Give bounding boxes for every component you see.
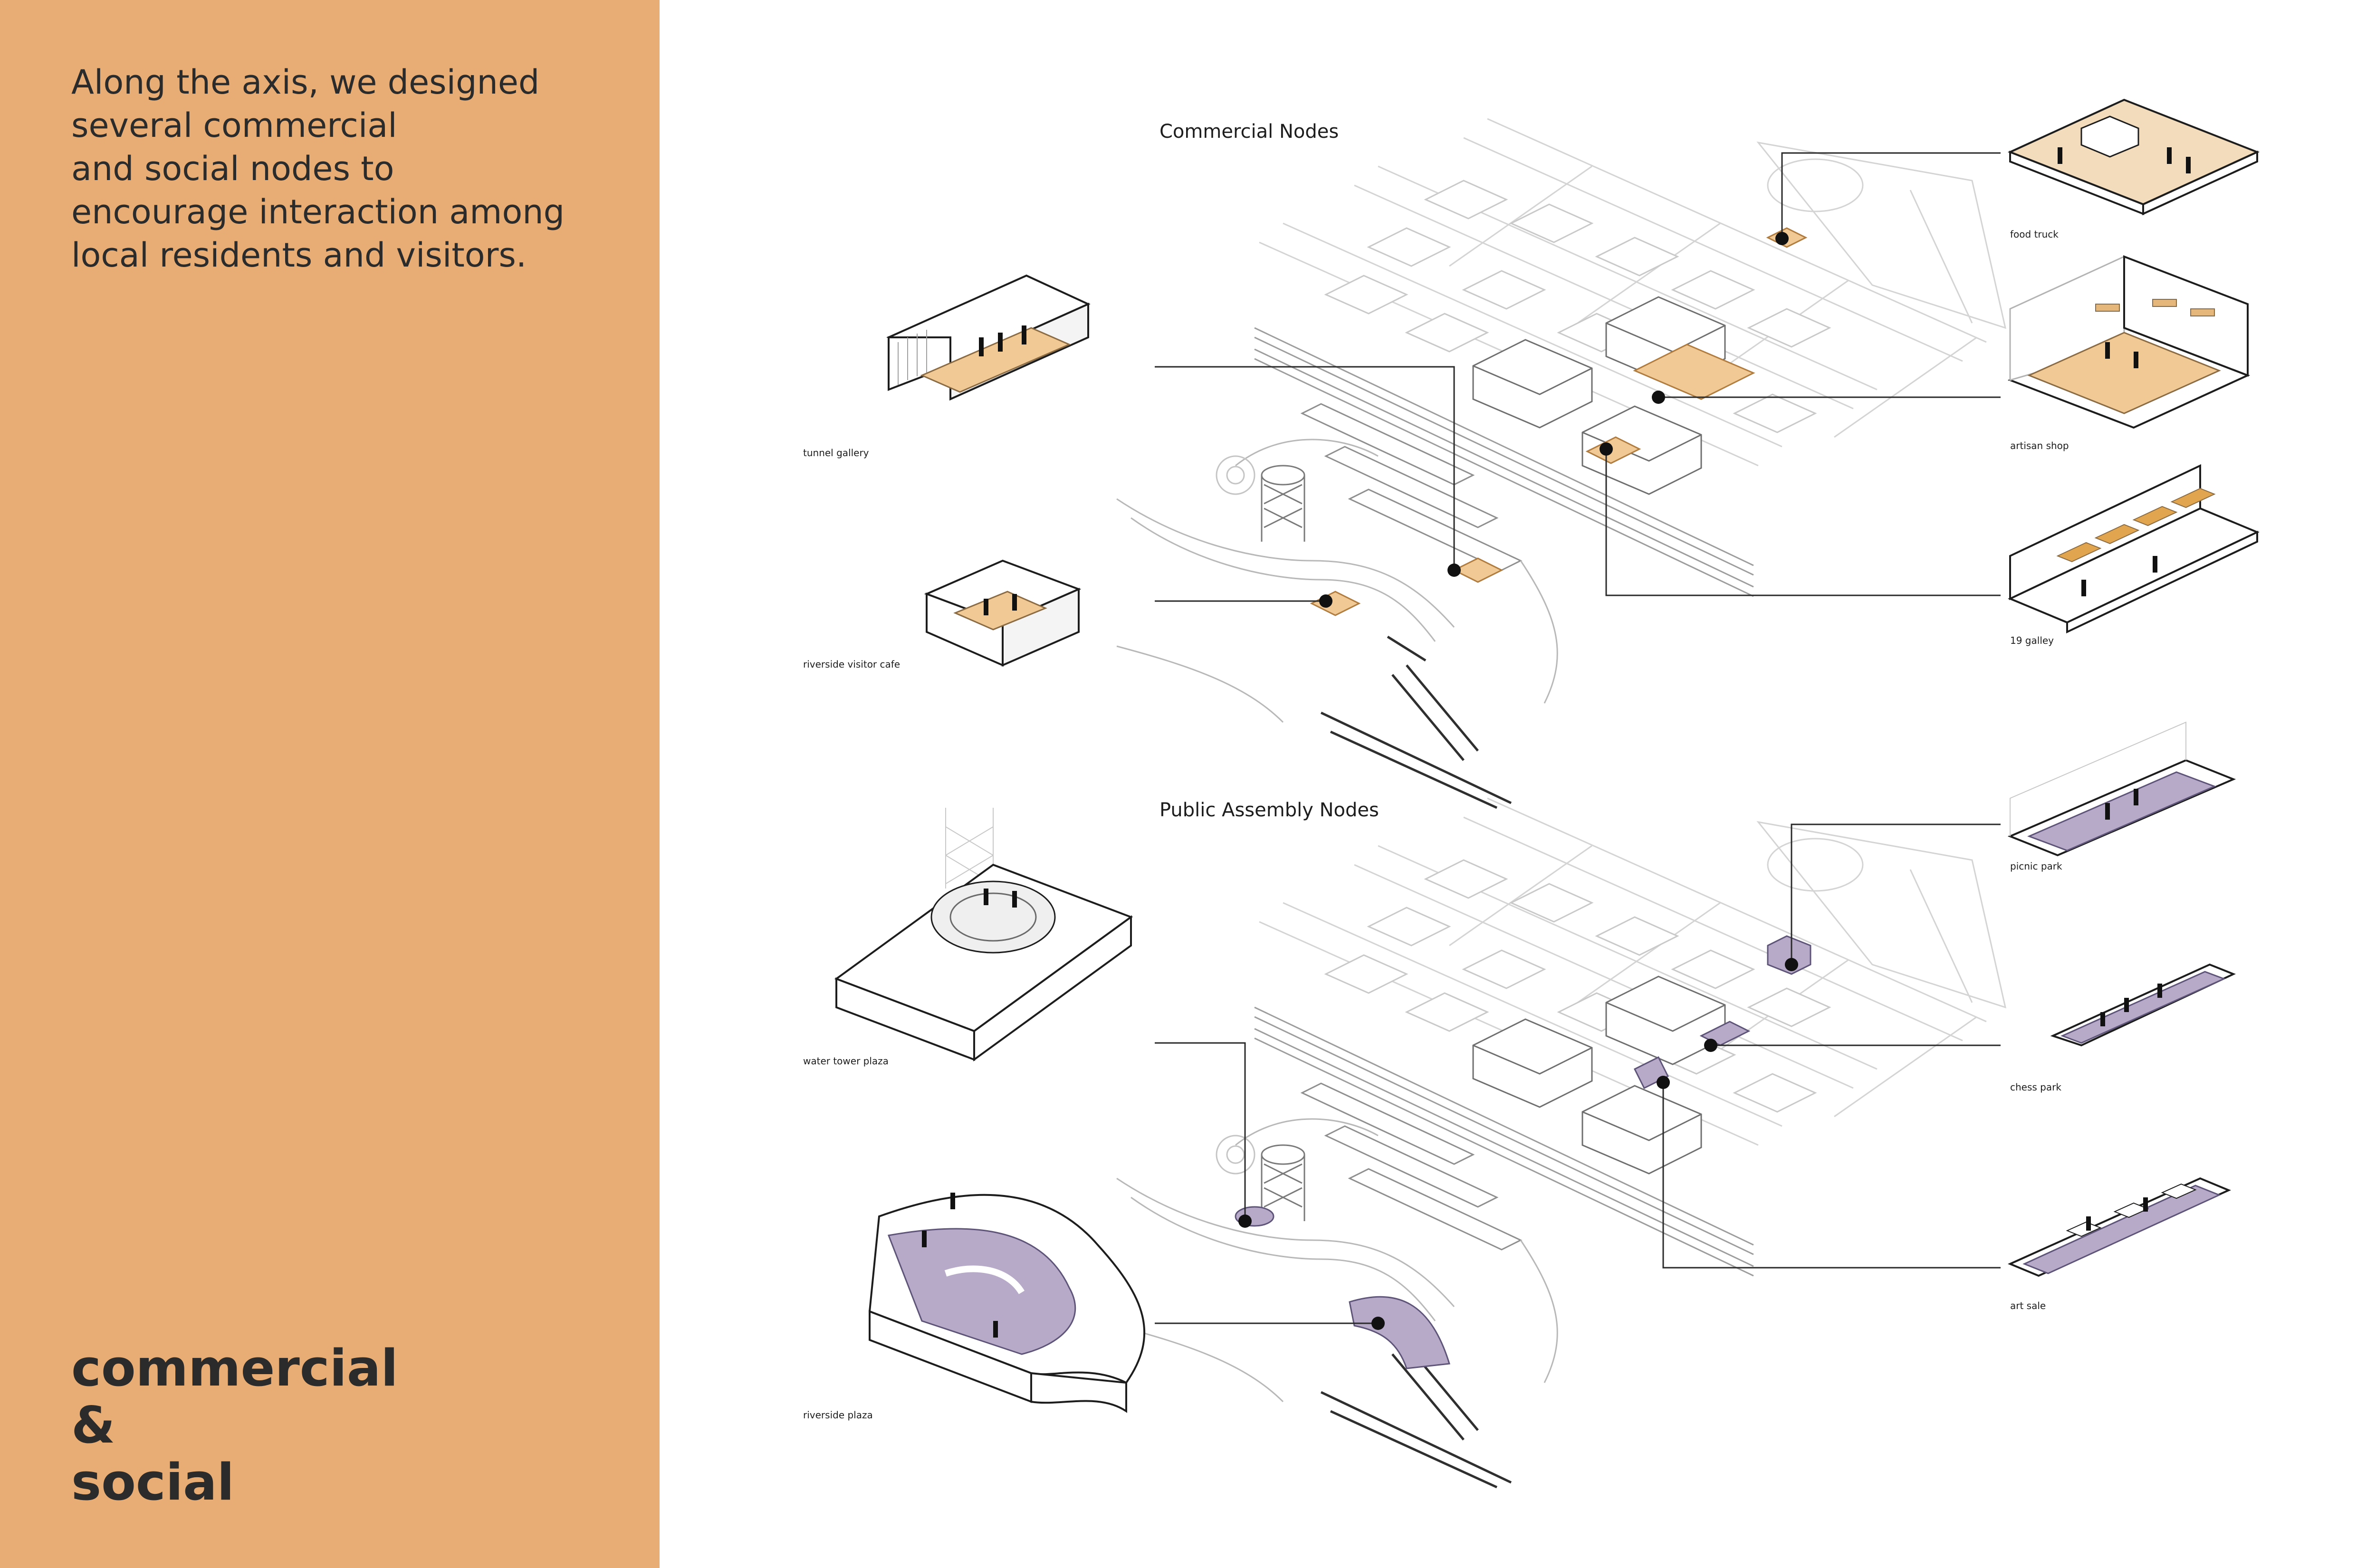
vignette-picnic-park bbox=[2007, 721, 2236, 857]
section-title-commercial: Commercial Nodes bbox=[1159, 121, 1339, 143]
vignette-food-truck bbox=[2007, 98, 2260, 216]
vignette-artisan-shop bbox=[2007, 255, 2251, 429]
intro-line: several commercial bbox=[71, 106, 397, 145]
intro-line: encourage interaction among bbox=[71, 192, 565, 231]
label-water-tower-plaza: water tower plaza bbox=[803, 1055, 889, 1067]
label-food-truck: food truck bbox=[2010, 229, 2059, 240]
vignette-art-sale bbox=[2007, 1177, 2232, 1277]
title-line: & bbox=[71, 1396, 115, 1454]
label-artisan-shop: artisan shop bbox=[2010, 440, 2069, 451]
node-marker bbox=[1319, 594, 1332, 608]
assembly-site-map bbox=[1117, 798, 2005, 1487]
intro-line: local residents and visitors. bbox=[71, 236, 527, 275]
node-marker bbox=[1704, 1039, 1717, 1052]
label-art-sale: art sale bbox=[2010, 1300, 2046, 1311]
vignette-tunnel-gallery bbox=[886, 274, 1091, 401]
assembly-leader-lines bbox=[1155, 823, 2001, 1324]
label-riverside-plaza: riverside plaza bbox=[803, 1409, 873, 1421]
node-marker bbox=[1447, 564, 1461, 577]
label-riverside-visitor-cafe: riverside visitor cafe bbox=[803, 659, 900, 670]
sidebar-panel: Along the axis, we designed several comm… bbox=[0, 0, 660, 1568]
node-marker bbox=[1652, 391, 1665, 404]
commercial-site-map bbox=[1117, 119, 2005, 808]
commercial-node-markers bbox=[1319, 232, 1789, 608]
vignette-19-galley bbox=[2008, 464, 2260, 634]
title-line: commercial bbox=[71, 1339, 398, 1397]
label-picnic-park: picnic park bbox=[2010, 860, 2062, 872]
vignette-water-tower-plaza bbox=[834, 808, 1133, 1061]
node-marker bbox=[1785, 958, 1798, 971]
commercial-leader-lines bbox=[1155, 152, 2001, 602]
node-marker bbox=[1238, 1214, 1252, 1228]
node-marker bbox=[1657, 1076, 1670, 1089]
assembly-node-markers bbox=[1238, 958, 1798, 1330]
label-chess-park: chess park bbox=[2010, 1081, 2061, 1093]
vignette-riverside-plaza bbox=[868, 1193, 1146, 1413]
title-line: social bbox=[71, 1453, 234, 1511]
label-19-galley: 19 galley bbox=[2010, 635, 2054, 646]
intro-text: Along the axis, we designed several comm… bbox=[71, 61, 618, 277]
page-title: commercial & social bbox=[71, 1340, 398, 1511]
node-marker bbox=[1600, 442, 1613, 456]
section-title-public-assembly: Public Assembly Nodes bbox=[1159, 799, 1379, 821]
vignette-riverside-visitor-cafe bbox=[924, 559, 1082, 667]
node-marker bbox=[1371, 1317, 1385, 1330]
node-marker bbox=[1775, 232, 1789, 245]
intro-line: and social nodes to bbox=[71, 149, 394, 188]
vignette-chess-park bbox=[2050, 963, 2236, 1047]
label-tunnel-gallery: tunnel gallery bbox=[803, 447, 869, 459]
intro-line: Along the axis, we designed bbox=[71, 63, 540, 102]
